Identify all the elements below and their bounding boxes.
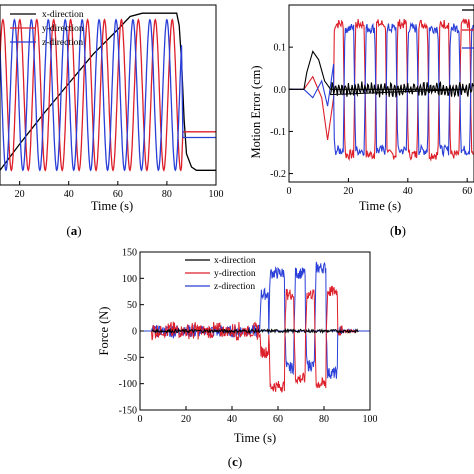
legend-c: x-direction y-direction z-direction <box>185 256 256 292</box>
legend-label-c-y: y-direction <box>214 269 256 279</box>
y-tick-label-c: -100 <box>119 379 137 390</box>
x-axis-label-b: Time (s) <box>359 199 401 213</box>
x-tick-label-c: 100 <box>363 414 378 425</box>
legend-label-y: y-direction <box>42 24 84 34</box>
axes-frame-a <box>0 4 217 186</box>
y-tick-label-c: 150 <box>122 248 137 259</box>
x-tick-label-a: 100 <box>209 189 224 200</box>
x-tick-label-c: 0 <box>138 414 143 425</box>
x-ticks-a: 20 40 60 80 100 <box>15 181 224 200</box>
x-tick-label-a: 60 <box>113 189 123 200</box>
panel-label-c: (c) <box>228 454 242 469</box>
panel-c: 0 20 40 60 80 100 -150 -100 -50 0 50 100 150 Time (s… <box>97 248 378 470</box>
y-axis-label-b: Motion Error (cm) <box>249 65 263 158</box>
x-tick-label-c: 80 <box>319 414 329 425</box>
axes-frame-b <box>288 4 474 183</box>
ticks-b: 0 20 40 60 -0.2 -0.1 0.0 0.1 <box>270 43 472 197</box>
series-b-2 <box>289 18 474 162</box>
x-tick-label-b: 40 <box>403 186 413 197</box>
plot-area-b <box>289 18 474 162</box>
series-c-z <box>151 261 357 379</box>
y-tick-label-b: 0.1 <box>274 43 287 54</box>
legend-label-c-x: x-direction <box>214 256 256 266</box>
x-tick-label-c: 20 <box>181 414 191 425</box>
x-tick-label-a: 20 <box>15 189 25 200</box>
series-group-b <box>289 18 474 162</box>
series-c-x <box>151 327 359 335</box>
y-axis-label-c: Force (N) <box>97 307 111 356</box>
y-tick-label-b: -0.2 <box>270 169 286 180</box>
plot-area-a <box>0 12 216 172</box>
x-tick-label-c: 40 <box>227 414 237 425</box>
y-tick-label-b: -0.1 <box>270 127 286 138</box>
x-tick-label-c: 60 <box>273 414 283 425</box>
x-tick-label-b: 0 <box>287 186 292 197</box>
legend-b <box>462 9 474 49</box>
series-b-3 <box>289 21 474 158</box>
series-a-y <box>0 18 216 172</box>
panel-label-a: (a) <box>66 223 81 238</box>
legend-label-z: z-direction <box>42 38 83 48</box>
panel-a: 20 40 60 80 100 Time (s) x-direction y-direc… <box>0 4 224 238</box>
y-tick-label-c: 50 <box>127 300 137 311</box>
ticks-c: 0 20 40 60 80 100 -150 -100 -50 0 50 100 150 <box>119 248 378 426</box>
series-b-1 <box>289 50 474 98</box>
legend-a: x-direction y-direction z-direction <box>10 10 84 48</box>
series-group-a <box>0 12 216 172</box>
y-tick-label-c: -150 <box>119 406 137 417</box>
x-tick-label-a: 80 <box>162 189 172 200</box>
x-tick-label-b: 60 <box>462 186 472 197</box>
legend-label-c-z: z-direction <box>214 282 255 292</box>
series-group-c <box>140 261 370 393</box>
legend-label-x: x-direction <box>42 10 84 20</box>
y-tick-label-c: 100 <box>122 274 137 285</box>
x-tick-label-a: 40 <box>64 189 74 200</box>
x-tick-label-b: 20 <box>343 186 353 197</box>
y-tick-label-c: 0 <box>132 327 137 338</box>
series-c-y <box>151 285 357 393</box>
x-axis-label-c: Time (s) <box>234 431 276 445</box>
series-a-z <box>0 18 216 172</box>
panel-b: 0 20 40 60 -0.2 -0.1 0.0 0.1 Time (s) Motion Er… <box>249 4 474 238</box>
y-tick-label-b: 0.0 <box>274 85 287 96</box>
panel-label-b: (b) <box>390 223 406 238</box>
x-axis-label-a: Time (s) <box>91 199 133 213</box>
plot-area-c <box>140 261 370 393</box>
y-tick-label-c: -50 <box>124 353 137 364</box>
